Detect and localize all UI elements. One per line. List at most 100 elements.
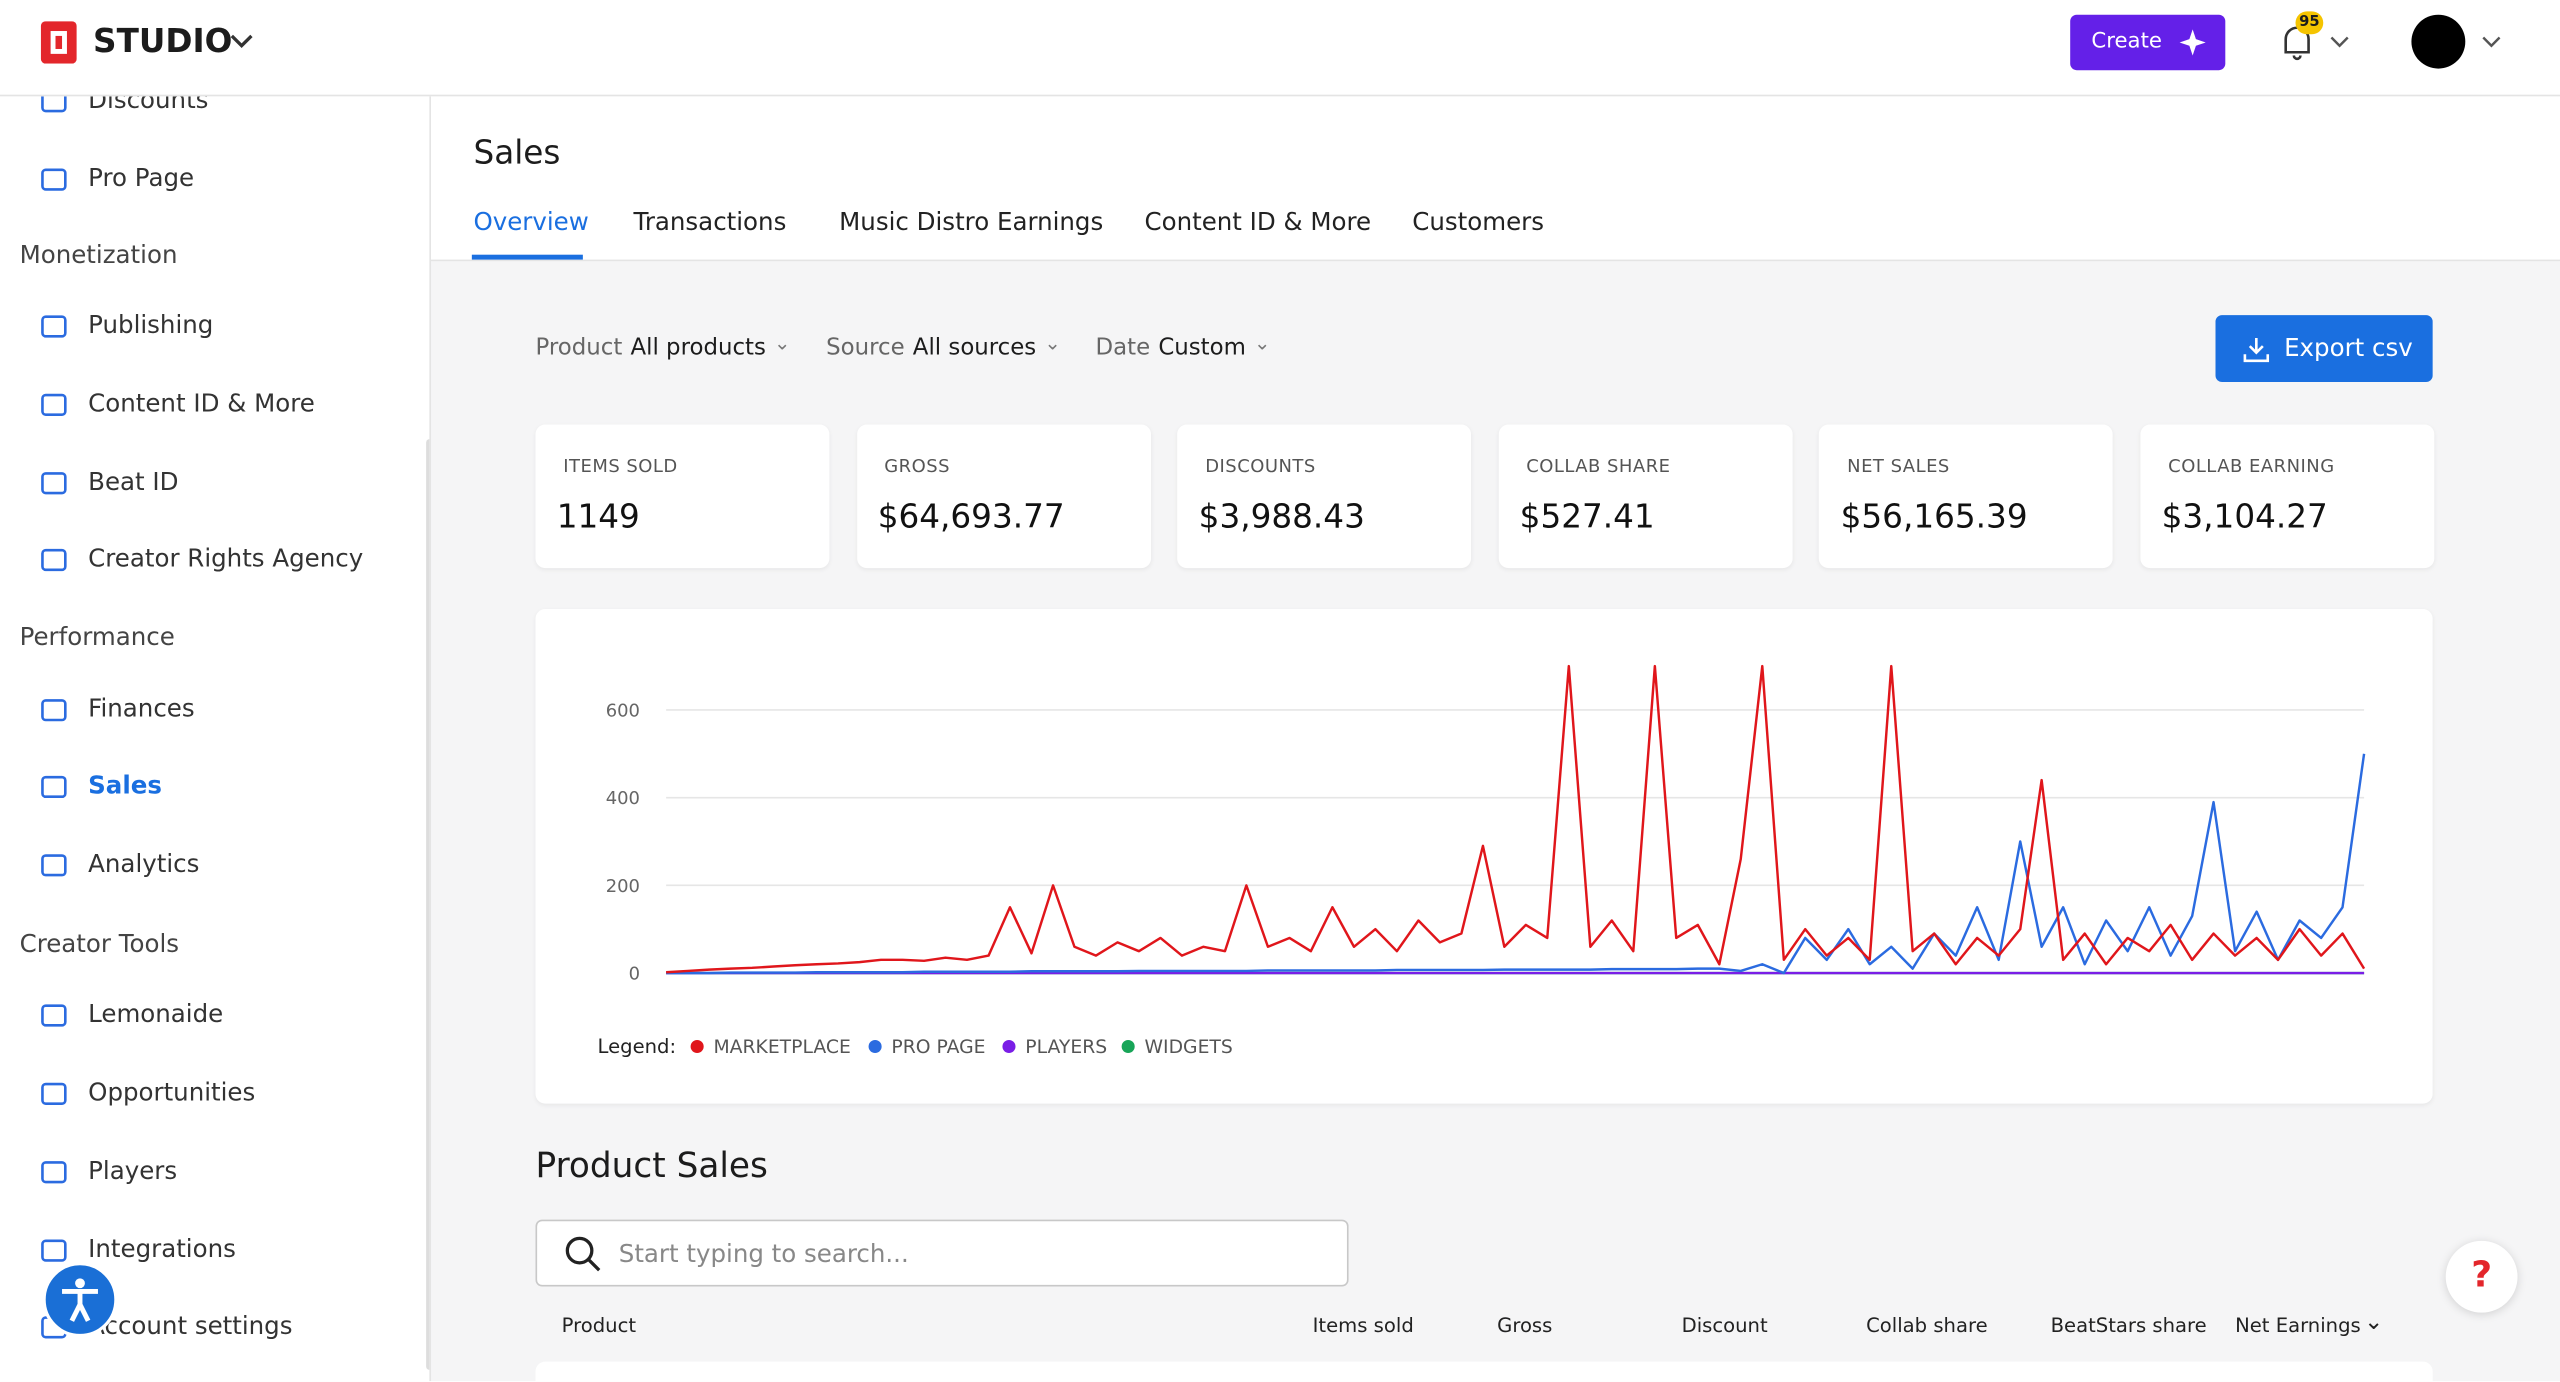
sparkle-icon xyxy=(2179,29,2206,56)
tab[interactable]: Customers xyxy=(1412,207,1544,237)
nav-icon xyxy=(41,1004,67,1027)
column-header: Discount xyxy=(1681,1314,1768,1338)
y-tick-label: 600 xyxy=(606,701,640,722)
column-header: Product xyxy=(561,1314,637,1338)
nav-item[interactable]: Pro Page xyxy=(88,163,195,193)
nav-item[interactable]: Analytics xyxy=(88,848,200,879)
scrollbar xyxy=(426,439,430,1370)
nav-item[interactable]: Opportunities xyxy=(88,1077,256,1107)
nav-icon xyxy=(41,854,67,877)
stat-card: DISCOUNTS $3,988.43 xyxy=(1177,424,1472,569)
y-tick-label: 200 xyxy=(606,876,640,897)
nav-item[interactable]: Creator Rights Agency xyxy=(88,543,364,574)
sidebar: Discounts Pro Page Monetization Publishing C… xyxy=(0,96,432,1382)
nav-icon xyxy=(41,775,67,799)
tab-underline xyxy=(471,254,583,260)
chevron: ⌄ xyxy=(1254,331,1271,355)
table-row xyxy=(535,1361,2433,1382)
nav-icon xyxy=(41,96,67,113)
stat-card: NET SALES $56,165.39 xyxy=(1819,424,2114,569)
series-line xyxy=(666,753,2366,975)
stat-value: 1149 xyxy=(556,496,640,536)
avatar[interactable] xyxy=(2411,14,2466,69)
nav-icon xyxy=(41,548,67,572)
filter-label: Date xyxy=(1095,334,1151,361)
filter-label: Source xyxy=(826,334,905,361)
nav-section[interactable]: Creator Tools xyxy=(19,928,180,959)
legend-title: Legend: xyxy=(598,1035,677,1058)
top-bar: STUDIO Create 95 xyxy=(0,0,2560,97)
legend-label: PRO PAGE xyxy=(891,1037,985,1058)
stat-value: $3,988.43 xyxy=(1198,496,1365,536)
tab[interactable]: Music Distro Earnings xyxy=(839,207,1104,237)
filter-value: All products xyxy=(630,334,766,361)
nav-icon xyxy=(41,1082,67,1105)
nav-section[interactable]: Performance xyxy=(19,622,175,652)
legend-label: WIDGETS xyxy=(1144,1037,1232,1058)
legend-label: MARKETPLACE xyxy=(713,1037,850,1058)
filter-value: All sources xyxy=(912,334,1037,361)
nav-icon xyxy=(41,699,67,722)
filter-value: Custom xyxy=(1158,334,1246,361)
series-line xyxy=(666,664,2366,974)
nav-icon xyxy=(41,168,67,191)
accessibility-button[interactable] xyxy=(42,1262,118,1338)
filter[interactable]: Date Custom ⌄ xyxy=(1095,331,1271,361)
nav-item[interactable]: Discounts xyxy=(88,96,209,115)
nav-item[interactable]: Account settings xyxy=(88,1311,293,1341)
create-button[interactable]: Create xyxy=(2070,14,2226,71)
export-button[interactable]: Export csv xyxy=(2215,315,2433,383)
sort-chevron[interactable]: ⌄ xyxy=(2364,1309,2384,1336)
filter-label: Product xyxy=(535,334,623,361)
accessibility-icon xyxy=(62,1278,98,1322)
nav-item[interactable]: Publishing xyxy=(88,310,214,340)
stat-label: NET SALES xyxy=(1847,455,1950,477)
column-header: Collab share xyxy=(1866,1314,1988,1338)
chevron[interactable] xyxy=(2330,34,2350,49)
column-header: Gross xyxy=(1497,1314,1553,1338)
help-button[interactable]: ? xyxy=(2445,1240,2518,1313)
notification-badge: 95 xyxy=(2295,11,2324,35)
legend-dot xyxy=(868,1039,882,1054)
export-label: Export csv xyxy=(2284,333,2413,363)
nav-item[interactable]: Beat ID xyxy=(88,466,179,497)
nav-icon xyxy=(41,315,67,338)
nav-item[interactable]: Content ID & More xyxy=(88,388,315,418)
stat-card: GROSS $64,693.77 xyxy=(856,424,1151,569)
nav-item[interactable]: Sales xyxy=(88,770,162,800)
stat-value: $64,693.77 xyxy=(877,496,1065,536)
y-tick-label: 400 xyxy=(606,788,640,809)
page-header: Sales xyxy=(431,96,2560,262)
stat-label: COLLAB EARNING xyxy=(2168,455,2335,477)
stat-label: DISCOUNTS xyxy=(1205,455,1316,477)
stat-card: COLLAB SHARE $527.41 xyxy=(1498,424,1793,569)
download-icon xyxy=(2243,337,2270,363)
tab[interactable]: Transactions xyxy=(633,207,787,237)
stat-card: COLLAB EARNING $3,104.27 xyxy=(2140,424,2435,569)
legend-dot xyxy=(1002,1039,1016,1054)
stat-label: ITEMS SOLD xyxy=(563,455,678,477)
nav-item[interactable]: Players xyxy=(88,1155,178,1186)
nav-item[interactable]: Integrations xyxy=(88,1234,236,1264)
nav-section[interactable]: Monetization xyxy=(19,239,178,270)
chevron[interactable] xyxy=(229,31,255,51)
stat-value: $3,104.27 xyxy=(2161,496,2328,536)
search-box[interactable]: Start typing to search... xyxy=(535,1219,1349,1287)
section-title: Product Sales xyxy=(535,1146,768,1186)
logo xyxy=(40,21,77,64)
nav-item[interactable]: Finances xyxy=(88,693,195,724)
column-header[interactable]: Net Earnings xyxy=(2235,1314,2361,1338)
page-title: Sales xyxy=(473,132,561,172)
filter[interactable]: Product All products ⌄ xyxy=(535,331,791,361)
chevron[interactable] xyxy=(2482,34,2502,49)
tab[interactable]: Overview xyxy=(473,207,589,237)
nav-item[interactable]: Lemonaide xyxy=(88,999,224,1029)
chevron: ⌄ xyxy=(1044,331,1061,355)
search-placeholder: Start typing to search... xyxy=(618,1239,909,1269)
filter[interactable]: Source All sources ⌄ xyxy=(826,331,1061,361)
column-header: BeatStars share xyxy=(2050,1314,2207,1338)
tab[interactable]: Content ID & More xyxy=(1144,207,1372,237)
